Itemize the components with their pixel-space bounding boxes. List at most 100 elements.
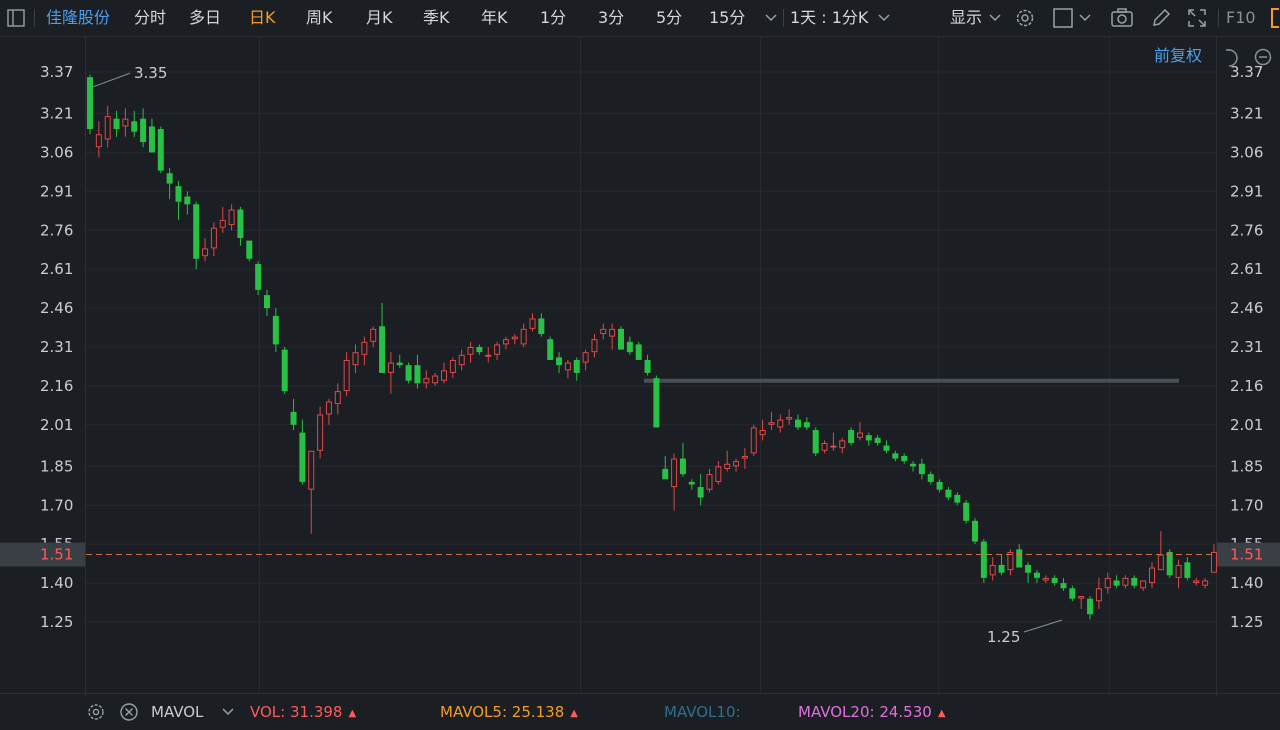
candle: [1104, 572, 1111, 594]
chevron-down-icon[interactable]: [221, 706, 235, 718]
tab-quarterly-k[interactable]: 季K: [423, 8, 450, 27]
tab-5min[interactable]: 5分: [656, 8, 683, 27]
camera-icon[interactable]: [1110, 7, 1134, 29]
candle: [175, 180, 182, 220]
candle: [1060, 577, 1067, 591]
close-icon[interactable]: [119, 702, 139, 722]
current-price-label: 1.51: [40, 546, 73, 564]
candles: [87, 74, 1217, 620]
annotations: 3.35 1.25: [91, 64, 1063, 646]
pen-icon[interactable]: [1150, 7, 1172, 29]
tab-1min[interactable]: 1分: [540, 8, 567, 27]
candle: [520, 323, 527, 347]
candle-body: [467, 347, 474, 355]
tab-monthly-k[interactable]: 月K: [366, 8, 393, 27]
chevron-down-icon[interactable]: [877, 12, 891, 24]
horizontal-drawn-line[interactable]: [644, 378, 1179, 383]
up-arrow-icon: ▲: [937, 708, 946, 719]
tab-daily-k[interactable]: 日K: [249, 8, 276, 27]
candle: [644, 354, 651, 376]
tab-multi-day[interactable]: 多日: [189, 8, 222, 27]
candle-body: [803, 422, 810, 428]
adjust-mode-label[interactable]: 前复权: [1154, 46, 1202, 65]
candle-body: [671, 458, 678, 488]
candle: [405, 362, 412, 384]
candle: [1025, 562, 1032, 584]
tab-15min[interactable]: 15分: [709, 8, 746, 27]
candle-body: [1113, 580, 1120, 586]
stock-name[interactable]: 佳隆股份: [46, 8, 111, 27]
display-menu[interactable]: 显示: [950, 8, 983, 27]
candle: [1122, 575, 1129, 589]
drawn-hline[interactable]: [644, 378, 1179, 383]
candle-body: [998, 564, 1005, 573]
candle: [688, 479, 695, 490]
candle-body: [679, 458, 686, 475]
chevron-down-icon[interactable]: [1078, 12, 1092, 24]
candle: [733, 458, 740, 472]
candle: [1113, 575, 1120, 589]
vol-value: VOL: 31.398 ▲: [250, 696, 356, 728]
candle: [1042, 575, 1049, 584]
candle-body: [334, 391, 341, 405]
square-icon[interactable]: [1052, 7, 1074, 29]
candle: [511, 334, 518, 345]
candle: [184, 191, 191, 215]
side-panel-tab[interactable]: [1271, 8, 1279, 28]
candle: [1087, 596, 1094, 620]
zoom-out-icon[interactable]: [1254, 48, 1272, 66]
y-tick-label: 1.70: [1230, 496, 1263, 514]
candle: [1016, 544, 1023, 568]
panel-toggle-icon[interactable]: [6, 8, 26, 28]
y-tick-label: 2.91: [40, 182, 73, 200]
f10-button[interactable]: F10: [1226, 8, 1256, 27]
candle-body: [724, 463, 731, 469]
interval-select[interactable]: 1天 : 1分K: [790, 8, 869, 27]
candle-body: [963, 502, 970, 521]
candle-body: [148, 126, 155, 153]
candle-body: [308, 450, 315, 490]
candle: [1157, 531, 1164, 571]
candle: [618, 326, 624, 350]
expand-icon[interactable]: [1186, 7, 1208, 29]
candle: [299, 419, 306, 485]
candle-body: [839, 440, 846, 449]
candle: [441, 362, 447, 384]
chevron-down-icon[interactable]: [988, 12, 1002, 24]
tab-weekly-k[interactable]: 周K: [306, 8, 333, 27]
candle: [918, 458, 925, 480]
candle: [564, 359, 571, 379]
candle: [777, 414, 784, 433]
chevron-down-icon[interactable]: [764, 12, 778, 24]
candle-body: [556, 357, 563, 366]
settings-icon[interactable]: [86, 702, 106, 722]
tab-yearly-k[interactable]: 年K: [481, 8, 508, 27]
candle-body: [157, 129, 164, 171]
candle-body: [255, 263, 262, 290]
candle-body: [228, 209, 235, 226]
min-price-label: 1.25: [987, 628, 1020, 646]
candle-body: [113, 118, 120, 130]
candle: [290, 398, 297, 431]
candle: [547, 336, 554, 360]
y-axis-left: 3.37 3.21 3.06 2.91 2.76 2.61 2.46 2.31 2.16 2.01…: [40, 63, 73, 631]
tab-3min[interactable]: 3分: [598, 8, 625, 27]
y-tick-label: 2.61: [40, 260, 73, 278]
indicator-name[interactable]: MAVOL: [151, 703, 204, 721]
candle-body: [1060, 583, 1067, 589]
settings-icon[interactable]: [1014, 7, 1036, 29]
candle: [202, 238, 209, 262]
candle: [830, 432, 837, 451]
candle-body: [812, 430, 819, 454]
candle-body: [538, 318, 545, 335]
reset-icon[interactable]: [1226, 49, 1238, 67]
candle-body: [193, 204, 200, 259]
candle-body: [131, 121, 138, 132]
candle-body: [786, 417, 793, 420]
y-tick-label: 2.01: [1230, 416, 1263, 434]
grid: [86, 37, 1216, 693]
tab-intraday[interactable]: 分时: [134, 8, 167, 27]
candle-body: [795, 419, 801, 428]
candle-body: [821, 442, 828, 451]
candle-body: [1051, 577, 1058, 584]
